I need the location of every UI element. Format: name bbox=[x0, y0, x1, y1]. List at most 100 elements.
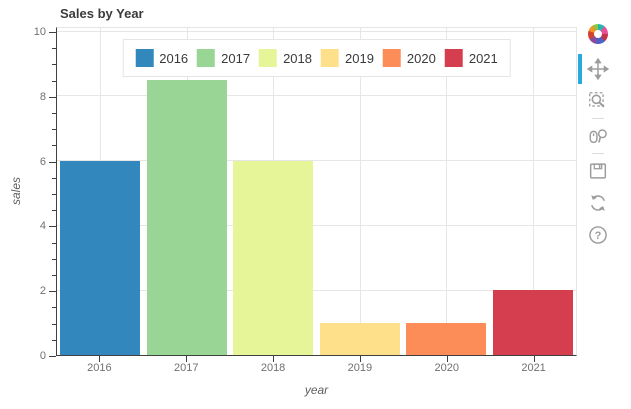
toolbar-divider bbox=[592, 153, 604, 154]
legend-swatch bbox=[321, 49, 339, 67]
svg-text:?: ? bbox=[595, 230, 602, 242]
y-minor-tick bbox=[52, 113, 56, 114]
category-column bbox=[144, 28, 231, 355]
legend-swatch bbox=[259, 49, 278, 67]
y-tick-label: 6 bbox=[39, 155, 46, 168]
category-column bbox=[317, 28, 404, 355]
bar-2016 bbox=[60, 160, 141, 355]
legend-item: 2020 bbox=[382, 49, 436, 67]
bokeh-toolbar: ? bbox=[578, 24, 615, 251]
wheel-zoom-tool-button[interactable] bbox=[585, 123, 611, 149]
save-icon bbox=[587, 160, 609, 182]
bar-2017 bbox=[146, 79, 227, 355]
x-major-tick bbox=[186, 356, 188, 362]
bokeh-logo[interactable] bbox=[588, 24, 608, 44]
v-gridline bbox=[359, 28, 361, 355]
bar-2021 bbox=[492, 290, 573, 355]
y-major-tick bbox=[49, 291, 56, 293]
bar-2018 bbox=[233, 160, 314, 355]
x-tick-label: 2018 bbox=[260, 362, 286, 374]
y-minor-tick bbox=[52, 64, 56, 66]
v-gridline bbox=[532, 28, 534, 355]
h-gridline bbox=[57, 289, 576, 291]
legend-item: 2019 bbox=[321, 49, 374, 67]
y-major-tick bbox=[49, 356, 56, 357]
legend-item: 2021 bbox=[444, 49, 498, 67]
y-tick-label: 10 bbox=[33, 26, 46, 38]
grid-layer bbox=[57, 28, 576, 355]
legend-swatch bbox=[197, 49, 216, 67]
h-gridline bbox=[57, 30, 576, 32]
category-column bbox=[403, 28, 490, 355]
reset-icon bbox=[587, 192, 609, 214]
bar-2020 bbox=[406, 322, 487, 355]
y-minor-tick bbox=[52, 210, 56, 212]
legend-swatch bbox=[382, 49, 401, 67]
pan-tool-button[interactable] bbox=[578, 54, 611, 84]
y-major-tick bbox=[49, 161, 56, 163]
x-axis-title: year bbox=[304, 383, 329, 397]
chart-title: Sales by Year bbox=[60, 6, 144, 21]
y-major-tick bbox=[49, 96, 56, 98]
y-minor-tick bbox=[52, 194, 56, 195]
y-minor-tick bbox=[52, 48, 56, 50]
legend-label: 2018 bbox=[283, 50, 312, 66]
h-gridline bbox=[57, 160, 576, 162]
help-tool-button[interactable]: ? bbox=[585, 222, 611, 248]
y-minor-tick bbox=[52, 339, 56, 341]
plot-canvas[interactable]: 2016 2017 2018 2019 2020 2021 bbox=[56, 27, 577, 356]
y-minor-tick bbox=[52, 129, 56, 131]
box-zoom-tool-button[interactable] bbox=[585, 88, 611, 114]
legend-item: 2017 bbox=[197, 49, 250, 67]
y-axis-title: sales bbox=[9, 177, 23, 206]
y-minor-tick bbox=[52, 258, 56, 260]
legend-label: 2017 bbox=[221, 50, 251, 66]
y-minor-tick bbox=[52, 323, 56, 325]
box-zoom-icon bbox=[587, 90, 609, 112]
x-tick-label: 2021 bbox=[521, 362, 546, 374]
y-tick-label: 4 bbox=[39, 220, 46, 233]
toolbar-divider bbox=[592, 118, 604, 119]
legend-label: 2020 bbox=[406, 50, 436, 66]
x-major-tick bbox=[359, 356, 361, 362]
legend-label: 2021 bbox=[468, 50, 498, 66]
legend-item: 2016 bbox=[135, 49, 188, 67]
y-minor-tick bbox=[52, 242, 56, 244]
x-tick-label: 2020 bbox=[434, 362, 459, 374]
category-column bbox=[490, 28, 577, 355]
category-column bbox=[57, 28, 144, 355]
y-tick-label: 8 bbox=[39, 90, 46, 103]
y-tick-label: 0 bbox=[39, 350, 46, 362]
y-minor-tick bbox=[52, 177, 56, 179]
reset-tool-button[interactable] bbox=[585, 190, 611, 216]
h-gridline bbox=[57, 95, 576, 97]
y-minor-tick bbox=[52, 80, 56, 82]
category-column bbox=[230, 28, 317, 355]
save-tool-button[interactable] bbox=[585, 158, 611, 184]
h-gridline bbox=[57, 224, 576, 226]
y-minor-tick bbox=[52, 275, 56, 276]
help-icon: ? bbox=[587, 224, 609, 246]
wheel-zoom-icon bbox=[587, 125, 609, 147]
legend: 2016 2017 2018 2019 2020 2021 bbox=[122, 39, 511, 77]
move-icon bbox=[587, 58, 609, 80]
x-major-tick bbox=[446, 356, 448, 362]
y-major-tick bbox=[49, 32, 56, 33]
x-tick-label: 2019 bbox=[347, 362, 373, 374]
y-minor-tick bbox=[52, 145, 56, 147]
y-minor-tick bbox=[52, 307, 56, 309]
bars-layer bbox=[57, 28, 576, 355]
x-major-tick bbox=[273, 356, 275, 362]
v-gridline bbox=[446, 28, 448, 355]
x-tick-label: 2017 bbox=[174, 362, 199, 374]
y-tick-label: 2 bbox=[39, 285, 46, 298]
bar-2019 bbox=[319, 322, 400, 355]
legend-label: 2016 bbox=[159, 50, 189, 66]
x-major-tick bbox=[533, 356, 535, 362]
legend-swatch bbox=[444, 49, 463, 67]
y-major-tick bbox=[49, 226, 56, 228]
legend-label: 2019 bbox=[345, 50, 374, 66]
x-major-tick bbox=[99, 356, 101, 362]
x-tick-label: 2016 bbox=[87, 362, 112, 374]
